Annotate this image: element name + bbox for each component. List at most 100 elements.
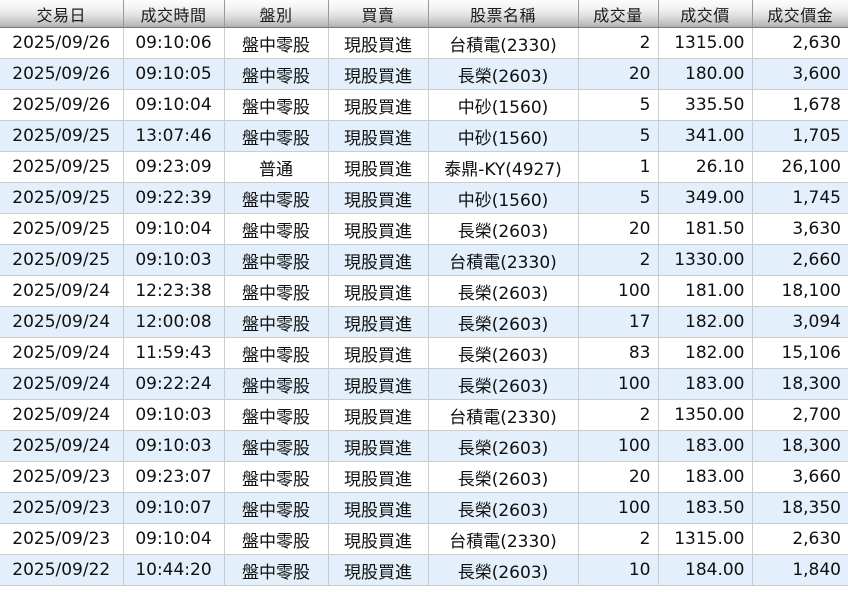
cell-qty: 20 [578, 461, 659, 493]
cell-side: 現股買進 [328, 120, 429, 152]
column-header-qty[interactable]: 成交量 [578, 0, 659, 28]
cell-market: 盤中零股 [224, 523, 329, 555]
cell-price: 181.00 [658, 275, 753, 307]
cell-date: 2025/09/24 [0, 430, 124, 462]
cell-price: 180.00 [658, 58, 753, 90]
cell-time: 09:23:07 [123, 461, 225, 493]
cell-market: 盤中零股 [224, 275, 329, 307]
cell-time: 09:23:09 [123, 151, 225, 183]
cell-date: 2025/09/26 [0, 27, 124, 59]
cell-stock: 長榮(2603) [428, 337, 579, 369]
cell-qty: 100 [578, 368, 659, 400]
cell-qty: 20 [578, 58, 659, 90]
cell-price: 335.50 [658, 89, 753, 121]
cell-date: 2025/09/25 [0, 213, 124, 245]
cell-stock: 中砂(1560) [428, 120, 579, 152]
cell-date: 2025/09/26 [0, 89, 124, 121]
cell-stock: 長榮(2603) [428, 430, 579, 462]
cell-side: 現股買進 [328, 430, 429, 462]
cell-date: 2025/09/24 [0, 337, 124, 369]
cell-price: 183.00 [658, 461, 753, 493]
table-row[interactable]: 2025/09/25 13:07:46 盤中零股 現股買進 中砂(1560) 5 341.0… [0, 120, 848, 152]
cell-stock: 長榮(2603) [428, 58, 579, 90]
table-row[interactable]: 2025/09/26 09:10:04 盤中零股 現股買進 中砂(1560) 5 335.5… [0, 89, 848, 121]
cell-price: 1315.00 [658, 27, 753, 59]
column-header-stock[interactable]: 股票名稱 [428, 0, 579, 28]
cell-price: 182.00 [658, 337, 753, 369]
table-row[interactable]: 2025/09/24 09:10:03 盤中零股 現股買進 台積電(2330) 2 1350… [0, 399, 848, 431]
table-row[interactable]: 2025/09/23 09:10:04 盤中零股 現股買進 台積電(2330) 2 1315… [0, 523, 848, 555]
cell-amount: 18,350 [752, 492, 848, 524]
cell-price: 1315.00 [658, 523, 753, 555]
table-row[interactable]: 2025/09/26 09:10:06 盤中零股 現股買進 台積電(2330) 2 1315… [0, 27, 848, 59]
cell-qty: 10 [578, 554, 659, 586]
cell-price: 181.50 [658, 213, 753, 245]
cell-amount: 1,745 [752, 182, 848, 214]
table-row[interactable]: 2025/09/22 10:44:20 盤中零股 現股買進 長榮(2603) 10 184.… [0, 554, 848, 586]
cell-amount: 18,100 [752, 275, 848, 307]
cell-qty: 2 [578, 399, 659, 431]
cell-stock: 中砂(1560) [428, 182, 579, 214]
cell-side: 現股買進 [328, 275, 429, 307]
cell-amount: 3,630 [752, 213, 848, 245]
cell-time: 09:10:03 [123, 430, 225, 462]
cell-market: 盤中零股 [224, 120, 329, 152]
column-header-date[interactable]: 交易日 [0, 0, 124, 28]
cell-time: 12:00:08 [123, 306, 225, 338]
cell-market: 盤中零股 [224, 182, 329, 214]
column-header-time[interactable]: 成交時間 [123, 0, 225, 28]
cell-date: 2025/09/26 [0, 58, 124, 90]
table-row[interactable]: 2025/09/25 09:10:04 盤中零股 現股買進 長榮(2603) 20 181.… [0, 213, 848, 245]
cell-side: 現股買進 [328, 523, 429, 555]
cell-qty: 100 [578, 275, 659, 307]
cell-qty: 1 [578, 151, 659, 183]
cell-side: 現股買進 [328, 182, 429, 214]
cell-date: 2025/09/25 [0, 151, 124, 183]
table-row[interactable]: 2025/09/24 12:23:38 盤中零股 現股買進 長榮(2603) 100 181… [0, 275, 848, 307]
cell-qty: 100 [578, 492, 659, 524]
cell-price: 183.00 [658, 430, 753, 462]
cell-stock: 台積電(2330) [428, 27, 579, 59]
table-row[interactable]: 2025/09/24 12:00:08 盤中零股 現股買進 長榮(2603) 17 182.… [0, 306, 848, 338]
table-row[interactable]: 2025/09/26 09:10:05 盤中零股 現股買進 長榮(2603) 20 180.… [0, 58, 848, 90]
cell-market: 普通 [224, 151, 329, 183]
cell-time: 09:22:24 [123, 368, 225, 400]
table-row[interactable]: 2025/09/24 09:22:24 盤中零股 現股買進 長榮(2603) 100 183… [0, 368, 848, 400]
cell-stock: 台積電(2330) [428, 399, 579, 431]
table-row[interactable]: 2025/09/24 11:59:43 盤中零股 現股買進 長榮(2603) 83 182.… [0, 337, 848, 369]
table-header-row: 交易日 成交時間 盤別 買賣 股票名稱 成交量 成交價 成交價金 [0, 0, 848, 28]
cell-side: 現股買進 [328, 213, 429, 245]
table-row[interactable]: 2025/09/23 09:23:07 盤中零股 現股買進 長榮(2603) 20 183.… [0, 461, 848, 493]
cell-market: 盤中零股 [224, 27, 329, 59]
cell-date: 2025/09/23 [0, 523, 124, 555]
cell-qty: 100 [578, 430, 659, 462]
table-row[interactable]: 2025/09/25 09:23:09 普通 現股買進 泰鼎-KY(4927) 1 26.1… [0, 151, 848, 183]
table-header: 交易日 成交時間 盤別 買賣 股票名稱 成交量 成交價 成交價金 [0, 0, 848, 28]
table-row[interactable]: 2025/09/24 09:10:03 盤中零股 現股買進 長榮(2603) 100 183… [0, 430, 848, 462]
cell-price: 182.00 [658, 306, 753, 338]
cell-date: 2025/09/24 [0, 306, 124, 338]
cell-date: 2025/09/23 [0, 461, 124, 493]
cell-market: 盤中零股 [224, 89, 329, 121]
table-row[interactable]: 2025/09/25 09:22:39 盤中零股 現股買進 中砂(1560) 5 349.0… [0, 182, 848, 214]
cell-price: 183.50 [658, 492, 753, 524]
column-header-side[interactable]: 買賣 [328, 0, 429, 28]
column-header-amount[interactable]: 成交價金 [752, 0, 848, 28]
cell-amount: 1,678 [752, 89, 848, 121]
cell-amount: 2,700 [752, 399, 848, 431]
cell-amount: 2,660 [752, 244, 848, 276]
cell-side: 現股買進 [328, 337, 429, 369]
column-header-price[interactable]: 成交價 [658, 0, 753, 28]
cell-qty: 2 [578, 523, 659, 555]
table-row[interactable]: 2025/09/23 09:10:07 盤中零股 現股買進 長榮(2603) 100 183… [0, 492, 848, 524]
cell-price: 184.00 [658, 554, 753, 586]
cell-amount: 18,300 [752, 368, 848, 400]
cell-time: 09:10:04 [123, 89, 225, 121]
cell-date: 2025/09/23 [0, 492, 124, 524]
column-header-market[interactable]: 盤別 [224, 0, 329, 28]
cell-amount: 1,705 [752, 120, 848, 152]
cell-stock: 台積電(2330) [428, 244, 579, 276]
cell-side: 現股買進 [328, 244, 429, 276]
cell-date: 2025/09/24 [0, 368, 124, 400]
table-row[interactable]: 2025/09/25 09:10:03 盤中零股 現股買進 台積電(2330) 2 1330… [0, 244, 848, 276]
